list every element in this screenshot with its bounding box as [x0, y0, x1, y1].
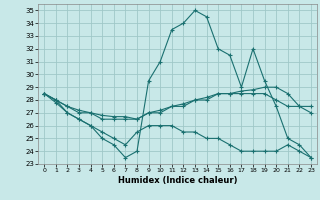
- X-axis label: Humidex (Indice chaleur): Humidex (Indice chaleur): [118, 176, 237, 185]
